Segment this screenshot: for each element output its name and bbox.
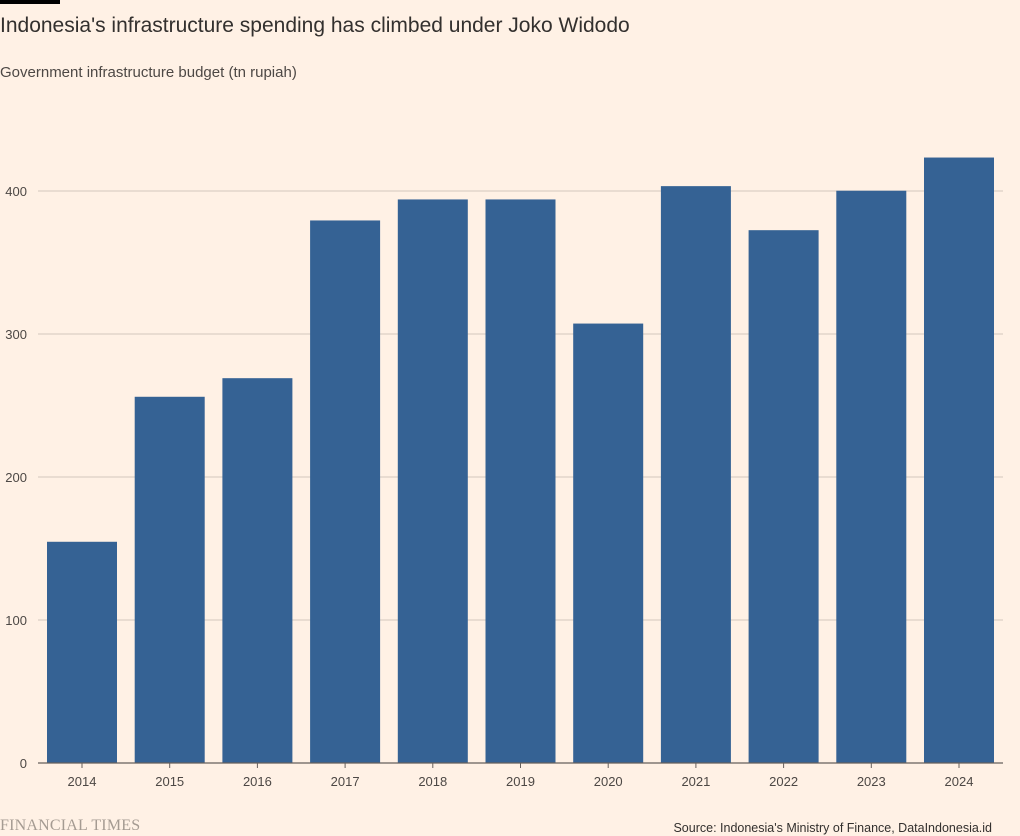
- bar-2014: [47, 541, 117, 763]
- bar-2016: [222, 378, 293, 763]
- x-tick-label: 2024: [945, 774, 974, 789]
- bar-2023: [836, 190, 907, 764]
- bar-2015: [134, 396, 205, 763]
- bar-2021: [660, 186, 731, 763]
- brand-accent-bar: [0, 0, 60, 4]
- x-tick-label: 2023: [857, 774, 886, 789]
- x-tick-label: 2020: [594, 774, 623, 789]
- bars: [47, 157, 994, 764]
- y-tick-label: 300: [5, 327, 27, 342]
- x-tick-label: 2022: [769, 774, 798, 789]
- y-tick-label: 0: [20, 756, 27, 771]
- y-tick-label: 100: [5, 613, 27, 628]
- chart-title: Indonesia's infrastructure spending has …: [0, 14, 630, 37]
- source-note: Source: Indonesia's Ministry of Finance,…: [673, 821, 992, 835]
- chart-subtitle: Government infrastructure budget (tn rup…: [0, 64, 297, 81]
- x-tick-label: 2015: [155, 774, 184, 789]
- bar-2022: [748, 230, 819, 763]
- bar-2018: [397, 199, 468, 763]
- x-tick-label: 2021: [681, 774, 710, 789]
- y-tick-label: 400: [5, 184, 27, 199]
- ft-logo-text: FINANCIAL TIMES: [0, 817, 141, 834]
- x-tick-label: 2014: [68, 774, 97, 789]
- axes: 0 100 200 300 400 2014 2015 2016 2017 2018 2019 202…: [5, 184, 1003, 789]
- bar-2019: [485, 199, 556, 763]
- x-tick-label: 2019: [506, 774, 535, 789]
- bar-2024: [924, 157, 994, 764]
- bar-2017: [310, 220, 381, 763]
- x-tick-label: 2017: [331, 774, 360, 789]
- x-tick-label: 2018: [418, 774, 447, 789]
- y-tick-label: 200: [5, 470, 27, 485]
- x-tick-label: 2016: [243, 774, 272, 789]
- bar-2020: [573, 323, 644, 763]
